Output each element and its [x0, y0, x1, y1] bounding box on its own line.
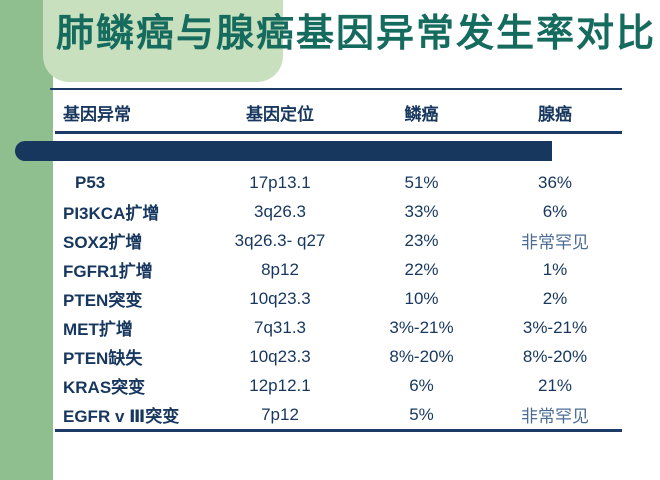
table-body: P53 17p13.1 51% 36% PI3KCA扩增 3q26.3 33% …: [55, 168, 622, 429]
gene-cell: MET扩增: [63, 320, 133, 339]
header-underline: [55, 131, 622, 134]
adeno-rate-cell: 2%: [542, 288, 568, 308]
table-header-row: 基因异常 基因定位 鳞癌 腺癌: [55, 98, 622, 126]
table-row: PI3KCA扩增 3q26.3 33% 6%: [55, 197, 622, 226]
squamous-rate-cell: 33%: [404, 201, 439, 221]
adeno-rate-cell: 36%: [537, 172, 573, 192]
adeno-rate-cell: 8%-20%: [522, 346, 588, 366]
table-row: SOX2扩增 3q26.3- q27 23% 非常罕见: [55, 226, 622, 255]
table-bottom-rule: [55, 429, 622, 432]
location-cell: 7p12: [261, 404, 299, 424]
table-row: PTEN缺失 10q23.3 8%-20% 8%-20%: [55, 342, 622, 371]
gene-cell: P53: [75, 172, 106, 192]
location-cell: 12p12.1: [249, 375, 311, 395]
column-header-squamous: 鳞癌: [404, 104, 439, 124]
location-cell: 7q31.3: [254, 317, 306, 337]
table-row: FGFR1扩增 8p12 22% 1%: [55, 255, 622, 284]
gene-cell: EGFR v Ⅲ突变: [63, 407, 180, 426]
sidebar-green-band: [0, 0, 53, 480]
gene-cell: SOX2扩增: [63, 233, 143, 252]
squamous-rate-cell: 22%: [404, 259, 439, 279]
location-cell: 10q23.3: [249, 288, 311, 308]
column-header-location: 基因定位: [246, 104, 314, 124]
adeno-rate-cell: 3%-21%: [522, 317, 588, 337]
gene-cell: PTEN缺失: [63, 349, 143, 368]
squamous-rate-cell: 6%: [409, 375, 434, 395]
location-cell: 8p12: [261, 259, 299, 279]
squamous-rate-cell: 8%-20%: [389, 346, 454, 366]
table-row: MET扩增 7q31.3 3%-21% 3%-21%: [55, 313, 622, 342]
title-background-block: [43, 0, 283, 82]
squamous-rate-cell: 3%-21%: [389, 317, 454, 337]
location-cell: 3q26.3- q27: [234, 230, 326, 250]
adeno-rate-cell: 6%: [542, 201, 568, 221]
navy-capsule-bar: [15, 141, 552, 161]
table-row: P53 17p13.1 51% 36%: [55, 168, 622, 197]
column-header-gene: 基因异常: [63, 104, 131, 124]
squamous-rate-cell: 23%: [404, 230, 439, 250]
gene-cell: PI3KCA扩增: [63, 204, 160, 223]
gene-cell: KRAS突变: [63, 378, 146, 397]
column-header-adeno: 腺癌: [538, 104, 572, 124]
table-row: EGFR v Ⅲ突变 7p12 5% 非常罕见: [55, 400, 622, 429]
gene-cell: PTEN突变: [63, 291, 143, 310]
location-cell: 17p13.1: [249, 172, 311, 192]
squamous-rate-cell: 51%: [404, 172, 439, 192]
adeno-rate-cell: 1%: [542, 259, 568, 279]
location-cell: 3q26.3: [254, 201, 306, 221]
slide-title: 肺鳞癌与腺癌基因异常发生率对比: [56, 13, 657, 55]
table-row: KRAS突变 12p12.1 6% 21%: [55, 371, 622, 400]
table-row: PTEN突变 10q23.3 10% 2%: [55, 284, 622, 313]
gene-cell: FGFR1扩增: [63, 262, 153, 281]
squamous-rate-cell: 10%: [404, 288, 439, 308]
adeno-rate-cell: 21%: [537, 375, 573, 395]
squamous-rate-cell: 5%: [409, 404, 434, 424]
adeno-rate-cell: 非常罕见: [521, 233, 589, 252]
location-cell: 10q23.3: [249, 346, 311, 366]
adeno-rate-cell: 非常罕见: [521, 407, 589, 426]
title-underline: [50, 88, 622, 90]
